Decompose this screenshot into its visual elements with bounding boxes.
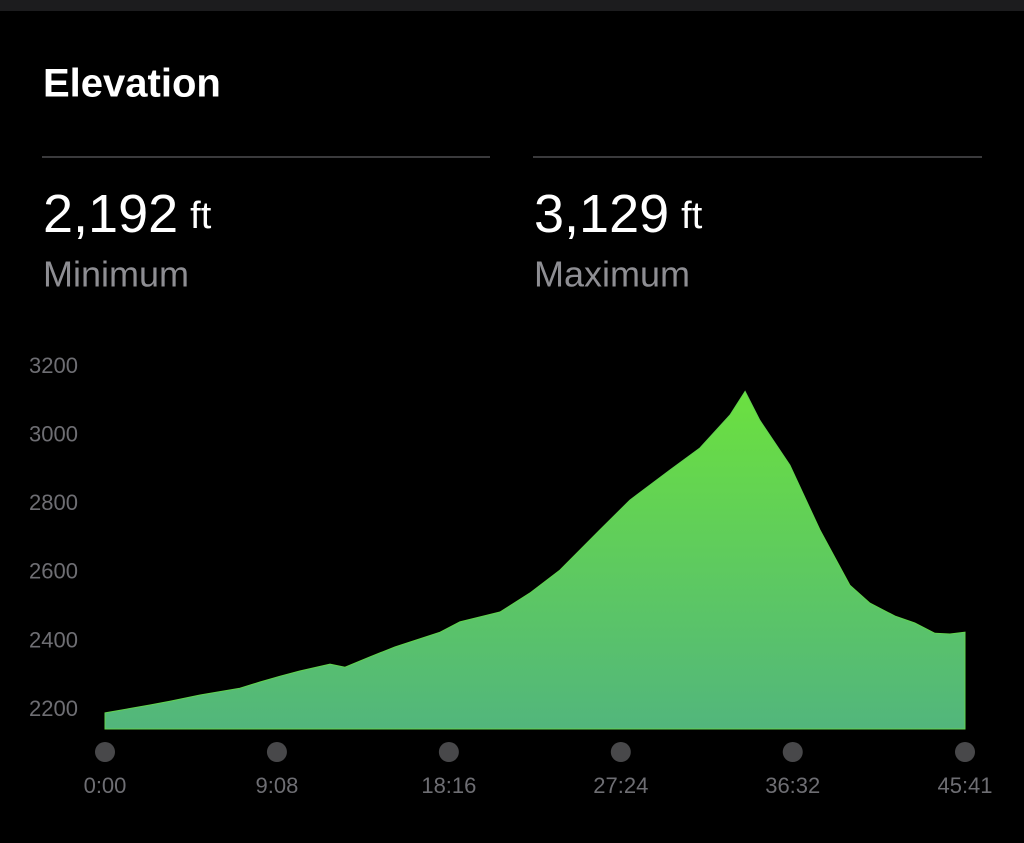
y-tick-label: 2800 bbox=[29, 490, 78, 515]
x-tick-dot bbox=[955, 742, 975, 762]
max-label: Maximum bbox=[534, 254, 690, 295]
x-tick-label: 45:41 bbox=[937, 773, 992, 798]
x-tick-label: 36:32 bbox=[765, 773, 820, 798]
elevation-area bbox=[104, 390, 966, 730]
x-tick-dot bbox=[610, 742, 631, 762]
y-tick-label: 2200 bbox=[29, 696, 78, 721]
title: Elevation bbox=[43, 62, 221, 106]
x-tick-label: 27:24 bbox=[593, 773, 648, 798]
x-tick-dot bbox=[266, 742, 287, 762]
y-tick-label: 3200 bbox=[29, 353, 78, 378]
min-stat: 2,192 ft bbox=[43, 184, 212, 244]
x-tick-label: 18:16 bbox=[421, 773, 476, 798]
x-tick-label: 9:08 bbox=[256, 773, 299, 798]
top-bar bbox=[0, 0, 1024, 11]
y-tick-label: 2400 bbox=[29, 627, 78, 652]
x-tick-dot bbox=[95, 742, 115, 762]
x-tick-label: 0:00 bbox=[84, 773, 127, 798]
max-stat: 3,129 ft bbox=[534, 184, 703, 244]
min-label: Minimum bbox=[43, 254, 189, 295]
y-tick-label: 3000 bbox=[29, 421, 78, 446]
chart: 2200 2400 2600 2800 3000 3200 0:00 9:08 18:16 27:… bbox=[29, 353, 993, 798]
x-tick-dot bbox=[782, 742, 803, 762]
x-tick-dot bbox=[438, 742, 459, 762]
y-tick-label: 2600 bbox=[29, 559, 78, 584]
